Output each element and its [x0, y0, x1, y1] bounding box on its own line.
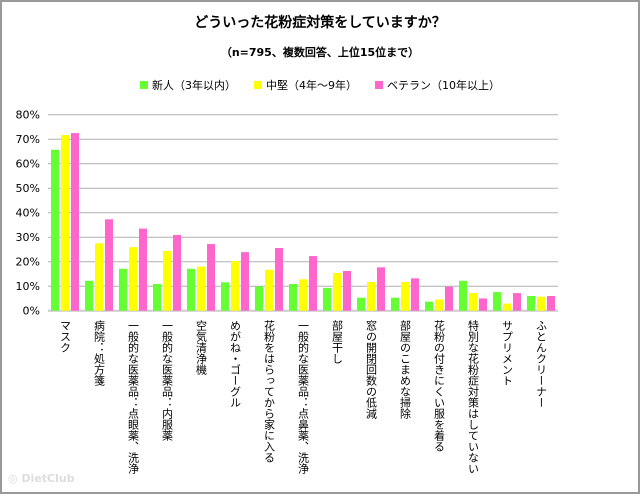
- bar: [255, 286, 263, 311]
- x-tick-label: 空気清浄機: [195, 319, 208, 376]
- y-tick-label: 0%: [23, 305, 40, 318]
- bar: [411, 278, 419, 311]
- y-tick-label: 40%: [16, 207, 40, 220]
- bar: [333, 272, 341, 311]
- bar: [153, 283, 161, 311]
- legend-swatch: [375, 81, 383, 89]
- bar: [367, 282, 375, 311]
- bar: [197, 266, 205, 311]
- x-tick-label: 病院：処方箋: [93, 319, 106, 386]
- bar: [343, 271, 351, 311]
- bar: [231, 260, 239, 311]
- x-tick-label: 花粉をはらってから家に入る: [263, 320, 276, 463]
- x-tick-label: 特別な花粉症対策はしていない: [467, 319, 480, 474]
- bar: [309, 256, 317, 311]
- legend-swatch: [140, 81, 148, 89]
- x-tick-label: マスク: [59, 320, 72, 353]
- x-tick-label: 一般的な医薬品：点鼻薬、洗浄: [297, 320, 310, 475]
- bar: [513, 293, 521, 311]
- bar: [129, 247, 137, 311]
- chart-title: どういった花粉症対策をしていますか？: [194, 15, 446, 31]
- bar: [425, 301, 433, 311]
- y-tick-label: 60%: [16, 158, 40, 171]
- y-tick-label: 50%: [16, 182, 40, 195]
- y-tick-label: 80%: [16, 109, 40, 122]
- watermark-logo: ◎ DietClub: [8, 472, 75, 485]
- y-tick-label: 30%: [16, 231, 40, 244]
- x-tick-label: サプリメント: [501, 320, 514, 386]
- x-tick-label: 花粉の付きにくい服を着る: [433, 320, 446, 452]
- x-tick-label: めがね・ゴーグル: [229, 320, 242, 408]
- bar: [469, 293, 477, 311]
- bar: [85, 280, 93, 311]
- legend-swatch: [254, 81, 262, 89]
- bar: [61, 135, 69, 311]
- bar: [445, 286, 453, 311]
- bar: [479, 298, 487, 311]
- x-tick-label: ふとんクリーナー: [535, 320, 548, 408]
- bar: [377, 267, 385, 311]
- bar: [275, 247, 283, 311]
- bar: [435, 299, 443, 311]
- bar: [391, 297, 399, 311]
- bar: [241, 252, 249, 311]
- x-tick-label: 部屋のこまめな掃除: [399, 319, 412, 419]
- y-tick-label: 70%: [16, 133, 40, 146]
- bar: [527, 296, 535, 311]
- y-tick-label: 10%: [16, 280, 40, 293]
- bar: [357, 297, 365, 311]
- bar: [139, 228, 147, 311]
- bar: [71, 133, 79, 311]
- legend: 新人（3年以内） 中堅（4年～9年） ベテラン（10年以上）: [0, 77, 640, 93]
- bar: [323, 287, 331, 311]
- y-tick-label: 20%: [16, 256, 40, 269]
- bar: [163, 250, 171, 311]
- bar: [119, 268, 127, 311]
- bar: [401, 282, 409, 311]
- legend-label: 新人（3年以内）: [152, 79, 236, 92]
- bar: [299, 279, 307, 311]
- legend-item: 新人（3年以内）: [140, 77, 236, 93]
- bar: [289, 283, 297, 311]
- bar: [537, 296, 545, 311]
- x-tick-label: 一般的な医薬品：点眼薬、洗浄: [127, 320, 140, 475]
- x-tick-label: 部屋干し: [331, 319, 344, 364]
- legend-label: 中堅（4年～9年）: [266, 79, 357, 92]
- bar: [173, 234, 181, 311]
- bar: [95, 243, 103, 311]
- x-tick-label: 窓の開閉回数の低減: [365, 319, 378, 420]
- bar: [503, 303, 511, 311]
- bar: [221, 282, 229, 311]
- x-tick-label: 一般的な医薬品：内服薬: [161, 320, 174, 441]
- chart-subtitle: （n=795、複数回答、上位15位まで）: [220, 46, 420, 59]
- bar: [547, 296, 555, 311]
- bar: [51, 149, 59, 311]
- bar: [207, 244, 215, 311]
- legend-item: ベテラン（10年以上）: [375, 77, 500, 93]
- bar: [265, 269, 273, 311]
- legend-label: ベテラン（10年以上）: [387, 79, 500, 92]
- bar: [493, 292, 501, 311]
- bar: [105, 219, 113, 311]
- bar: [187, 268, 195, 311]
- legend-item: 中堅（4年～9年）: [254, 77, 357, 93]
- bar: [459, 280, 467, 311]
